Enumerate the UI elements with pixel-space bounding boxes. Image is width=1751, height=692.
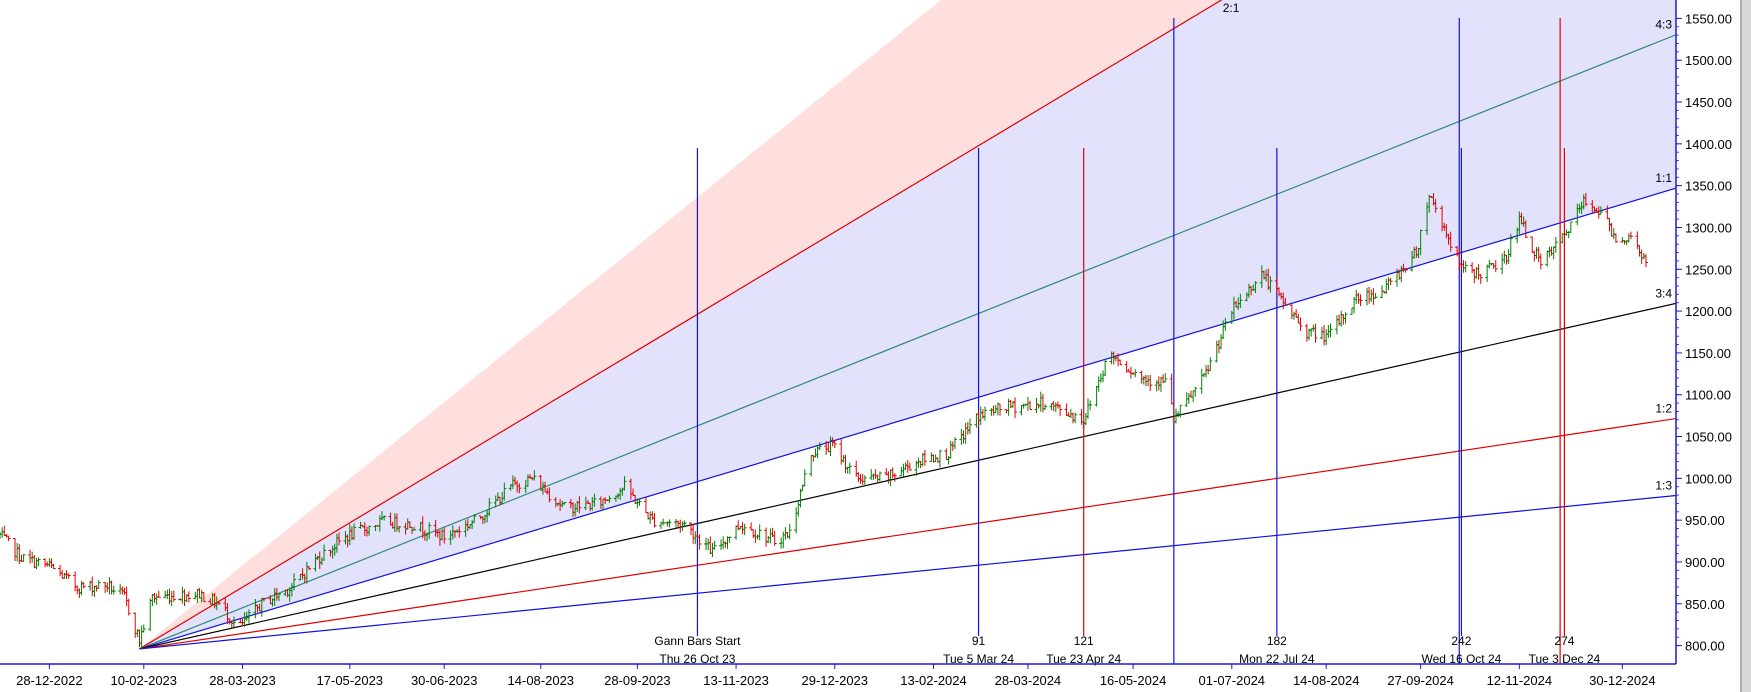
- price-tick-label: 1450.00: [1685, 95, 1732, 110]
- marker-count: 274: [1554, 634, 1574, 648]
- date-tick-label: 28-12-2022: [16, 673, 83, 688]
- price-tick-label: 1300.00: [1685, 220, 1732, 235]
- price-tick-label: 1250.00: [1685, 262, 1732, 277]
- marker-date-label: Tue 5 Mar 24: [943, 652, 1014, 666]
- date-tick-label: 30-06-2023: [411, 673, 478, 688]
- date-tick-label: 16-05-2024: [1100, 673, 1167, 688]
- price-tick-label: 950.00: [1685, 513, 1725, 528]
- date-tick-label: 01-07-2024: [1199, 673, 1266, 688]
- date-tick-label: 30-12-2024: [1589, 673, 1656, 688]
- price-bars: [0, 193, 1648, 650]
- marker-date-label: Mon 22 Jul 24: [1239, 652, 1315, 666]
- marker-count: 121: [1074, 634, 1094, 648]
- price-tick-label: 1100.00: [1685, 388, 1731, 403]
- gann-label-1x3: 1:3: [1655, 479, 1672, 493]
- price-tick-label: 1200.00: [1685, 304, 1732, 319]
- date-tick-label: 14-08-2024: [1293, 673, 1360, 688]
- marker-label: Gann Bars Start: [654, 634, 741, 648]
- price-tick-label: 900.00: [1685, 555, 1725, 570]
- price-tick-label: 1500.00: [1685, 53, 1732, 68]
- date-tick-label: 14-08-2023: [508, 673, 575, 688]
- price-tick-label: 1550.00: [1685, 11, 1732, 26]
- gann-line-1x2: [139, 417, 1676, 650]
- gann-line-1x1: [139, 187, 1676, 650]
- date-axis: 28-12-2022 10-02-2023 28-03-2023 17-05-2023…: [0, 663, 1676, 688]
- date-tick-label: 28-03-2024: [995, 673, 1062, 688]
- price-tick-label: 1400.00: [1685, 137, 1732, 152]
- date-tick-label: 13-02-2024: [900, 673, 967, 688]
- price-tick-label: 800.00: [1685, 639, 1725, 654]
- date-tick-label: 13-11-2023: [703, 673, 769, 688]
- price-tick-label: 850.00: [1685, 597, 1725, 612]
- gann-label-3x4: 3:4: [1655, 286, 1672, 300]
- marker-count: 91: [972, 634, 986, 648]
- gann-fan-lines: [139, 0, 1676, 650]
- date-tick-label: 28-03-2023: [209, 673, 276, 688]
- time-marker-labels: Gann Bars Start Thu 26 Oct 23 91 Tue 5 Mar …: [654, 634, 1600, 666]
- gann-label-2x1: 2:1: [1223, 1, 1240, 15]
- fan-lower-zone: [139, 0, 1676, 649]
- marker-date-label: Tue 23 Apr 24: [1046, 652, 1121, 666]
- gann-label-4x3: 4:3: [1655, 18, 1672, 32]
- time-marker-lines: [696, 18, 1566, 664]
- price-tick-label: 1050.00: [1685, 430, 1732, 445]
- price-tick-label: 1000.00: [1685, 471, 1732, 486]
- marker-count: 242: [1451, 634, 1471, 648]
- date-tick-label: 27-09-2024: [1387, 673, 1454, 688]
- date-tick-label: 28-09-2023: [604, 673, 671, 688]
- marker-date-label: Wed 16 Oct 24: [1421, 652, 1501, 666]
- date-tick-label: 12-11-2024: [1487, 673, 1553, 688]
- scrollbar-track: [1740, 0, 1751, 692]
- price-axis: 800.00 850.00 900.00 950.00 1000.00 1050.00 11…: [1675, 0, 1751, 692]
- marker-date-label: Tue 3 Dec 24: [1529, 652, 1601, 666]
- price-tick-label: 1150.00: [1685, 346, 1731, 361]
- marker-count: 182: [1267, 634, 1287, 648]
- gann-line-4x3: [139, 34, 1676, 650]
- date-tick-label: 17-05-2023: [317, 673, 384, 688]
- gann-line-1x3: [139, 494, 1676, 650]
- price-axis-background: [1676, 0, 1751, 692]
- date-tick-label: 10-02-2023: [111, 673, 178, 688]
- gann-label-1x1: 1:1: [1655, 171, 1672, 185]
- gann-label-1x2: 1:2: [1655, 402, 1672, 416]
- gann-line-3x4: [139, 302, 1676, 650]
- price-tick-label: 1350.00: [1685, 179, 1732, 194]
- date-tick-label: 29-12-2023: [802, 673, 869, 688]
- fan-fills: [139, 0, 1676, 649]
- marker-date-label: Thu 26 Oct 23: [659, 652, 735, 666]
- gann-angle-labels: 2:1 4:3 1:1 3:4 1:2 1:3: [1223, 1, 1673, 493]
- gann-line-2x1: [139, 0, 1223, 650]
